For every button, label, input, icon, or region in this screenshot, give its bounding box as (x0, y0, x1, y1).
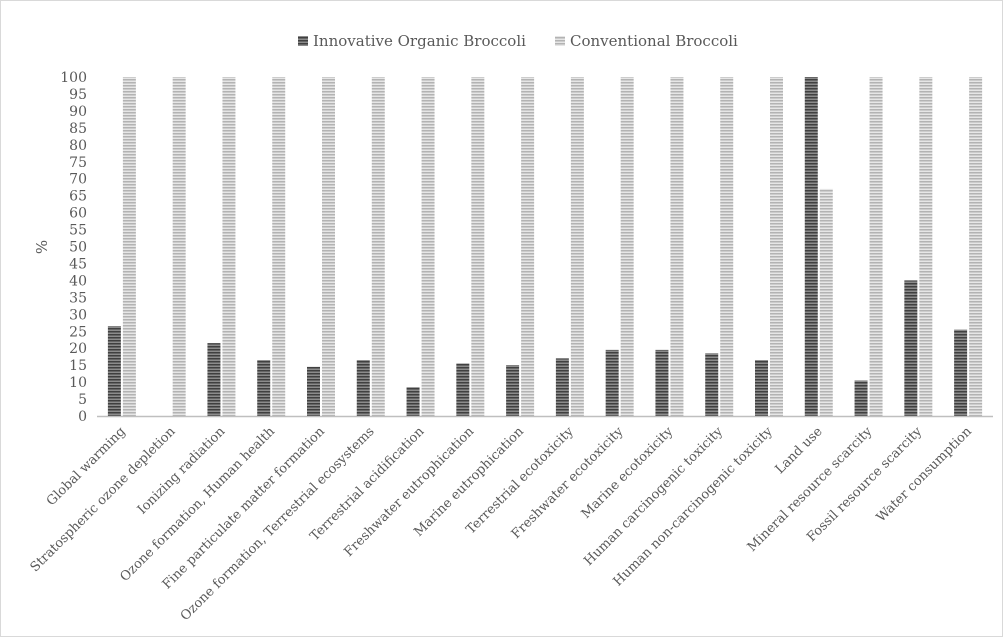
bar-series-1-14 (819, 188, 833, 416)
y-tick-label: 95 (69, 87, 87, 103)
y-tick-label: 75 (69, 155, 87, 171)
legend: Innovative Organic Broccoli Conventional … (298, 32, 738, 50)
y-tick-label: 10 (69, 375, 87, 391)
bar-series-0-14 (804, 77, 818, 416)
bar-series-1-4 (322, 77, 335, 416)
bar-series-1-15 (869, 77, 883, 416)
y-tick-label: 35 (69, 290, 87, 306)
legend-label-series-1: Conventional Broccoli (570, 32, 738, 50)
y-tick-label: 55 (69, 223, 87, 239)
y-tick-label: 90 (69, 104, 87, 120)
y-tick-label: 50 (69, 240, 87, 256)
y-tick-label: 30 (69, 307, 87, 323)
y-tick-label: 40 (69, 273, 87, 289)
bar-series-1-0 (122, 77, 136, 416)
y-tick-label: 15 (69, 358, 87, 374)
bar-series-0-6 (406, 387, 420, 416)
legend-swatch-series-1 (555, 36, 565, 46)
y-tick-label: 80 (69, 138, 87, 154)
bar-series-0-17 (954, 329, 968, 416)
legend-label-series-0: Innovative Organic Broccoli (313, 32, 526, 50)
x-tick-label: Marine ecotoxicity (579, 424, 677, 522)
bar-series-0-0 (107, 326, 121, 416)
bar-series-0-12 (705, 353, 719, 416)
bar-series-0-4 (307, 366, 320, 416)
bar-series-1-1 (172, 77, 186, 416)
bar-series-1-8 (521, 77, 535, 416)
bar-series-0-9 (555, 358, 569, 416)
bar-series-0-5 (356, 360, 370, 416)
bar-series-0-15 (854, 380, 868, 416)
y-tick-label: 100 (60, 70, 87, 86)
bar-series-0-3 (257, 360, 271, 416)
y-tick-label: 20 (69, 341, 87, 357)
bar-series-1-11 (670, 77, 684, 416)
bar-series-1-2 (222, 77, 236, 416)
y-tick-label: 5 (78, 392, 87, 408)
bar-series-0-8 (506, 365, 520, 416)
bar-series-1-13 (770, 77, 783, 416)
y-tick-label: 70 (69, 172, 87, 188)
y-tick-label: 60 (69, 206, 87, 222)
bar-series-0-7 (456, 363, 470, 416)
bar-series-1-3 (272, 77, 286, 416)
y-tick-label: 25 (69, 324, 87, 340)
bar-series-1-10 (620, 77, 634, 416)
x-tick-label: Land use (773, 424, 826, 477)
y-tick-label: 0 (78, 409, 87, 425)
legend-swatch-series-0 (298, 36, 308, 46)
y-axis: 0510152025303540455055606570758085909510… (33, 70, 87, 425)
bar-series-1-12 (720, 77, 734, 416)
bar-series-1-6 (421, 77, 435, 416)
bar-series-1-5 (371, 77, 385, 416)
bar-series-0-13 (755, 360, 768, 416)
bar-series-0-11 (655, 349, 669, 416)
bar-series-0-16 (904, 280, 918, 416)
y-axis-label: % (33, 240, 51, 254)
bar-series-1-7 (471, 77, 485, 416)
y-tick-label: 85 (69, 121, 87, 137)
bar-series-1-17 (969, 77, 983, 416)
bars-group (107, 77, 983, 416)
x-tick-label: Water consumption (874, 424, 976, 526)
y-tick-label: 45 (69, 256, 87, 272)
bar-series-1-16 (919, 77, 933, 416)
bar-series-0-2 (207, 343, 221, 416)
x-tick-label: Ionizing radiation (135, 424, 229, 518)
bar-series-0-10 (605, 349, 619, 416)
y-tick-label: 65 (69, 189, 87, 205)
bar-series-1-9 (570, 77, 584, 416)
